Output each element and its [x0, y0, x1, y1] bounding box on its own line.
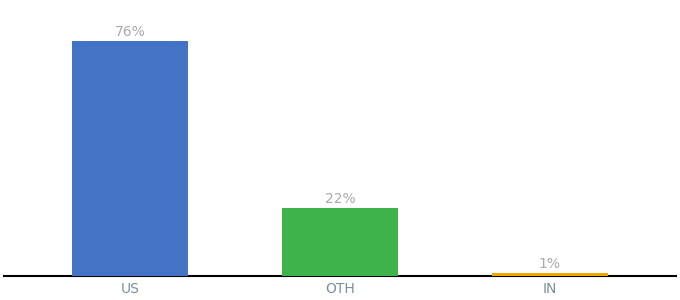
Bar	[72, 41, 188, 276]
Text: 22%: 22%	[324, 192, 356, 206]
Bar	[282, 208, 398, 276]
Text: 76%: 76%	[115, 25, 146, 39]
Text: 1%: 1%	[539, 257, 561, 271]
Bar	[492, 273, 608, 276]
